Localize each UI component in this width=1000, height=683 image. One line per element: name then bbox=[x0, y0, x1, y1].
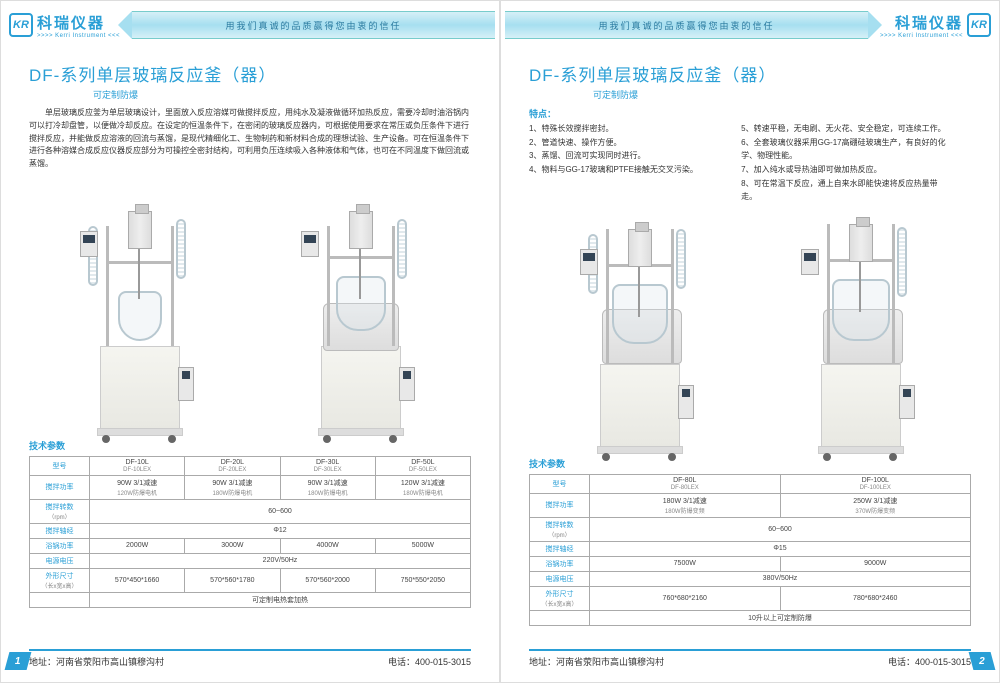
spec-heading-right: 技术参数 bbox=[529, 457, 971, 470]
spec-heading-left: 技术参数 bbox=[29, 439, 471, 452]
footer-address: 地址：河南省荥阳市高山镇穆沟村 bbox=[29, 655, 164, 668]
product-df100 bbox=[771, 209, 951, 449]
slogan-banner-right: 用我们真诚的品质赢得您由衷的信任 bbox=[505, 11, 868, 39]
page-title-left: DF-系列单层玻璃反应釜（器） bbox=[29, 61, 471, 86]
features-col-left: 1、特殊长效搅拌密封。2、管道快速、操作方便。3、蒸馏、回流可实现同时进行。4、… bbox=[529, 122, 741, 204]
feature-item: 3、蒸馏、回流可实现同时进行。 bbox=[529, 149, 741, 163]
logo-icon: KR bbox=[967, 13, 991, 37]
footer-left: 地址：河南省荥阳市高山镇穆沟村 电话：400-015-3015 bbox=[29, 649, 471, 668]
features-heading: 特点： bbox=[529, 107, 971, 122]
feature-item: 8、可在常温下反应，通上自来水即能快速将反应热量带走。 bbox=[741, 177, 953, 204]
features-block: 特点： 1、特殊长效搅拌密封。2、管道快速、操作方便。3、蒸馏、回流可实现同时进… bbox=[529, 107, 971, 204]
brand-name-cn: 科瑞仪器 bbox=[880, 12, 963, 33]
slogan-text: 用我们真诚的品质赢得您由衷的信任 bbox=[226, 19, 402, 32]
header-left: KR 科瑞仪器 >>>> Kerri Instrument <<< 用我们真诚的… bbox=[1, 1, 499, 49]
slogan-banner: 用我们真诚的品质赢得您由衷的信任 bbox=[132, 11, 495, 39]
feature-item: 4、物料与GG-17玻璃和PTFE接触无交叉污染。 bbox=[529, 163, 741, 177]
page-right: 用我们真诚的品质赢得您由衷的信任 KR 科瑞仪器 >>>> Kerri Inst… bbox=[500, 0, 1000, 683]
footer-tel: 电话：400-015-3015 bbox=[388, 655, 471, 668]
product-df10-20 bbox=[50, 191, 230, 431]
page-number-left: 1 bbox=[5, 652, 32, 670]
product-images-left bbox=[29, 181, 471, 431]
product-df80 bbox=[550, 209, 730, 449]
feature-item: 5、转速平稳，无电刷、无火花、安全稳定，可连续工作。 bbox=[741, 122, 953, 136]
footer-tel: 电话：400-015-3015 bbox=[888, 655, 971, 668]
page-left: KR 科瑞仪器 >>>> Kerri Instrument <<< 用我们真诚的… bbox=[0, 0, 500, 683]
brand-name-en: >>>> Kerri Instrument <<< bbox=[880, 33, 963, 39]
feature-item: 2、管道快速、操作方便。 bbox=[529, 136, 741, 150]
header-right: 用我们真诚的品质赢得您由衷的信任 KR 科瑞仪器 >>>> Kerri Inst… bbox=[501, 1, 999, 49]
footer-address: 地址：河南省荥阳市高山镇穆沟村 bbox=[529, 655, 664, 668]
page-subtitle-left: 可定制防爆 bbox=[93, 88, 471, 101]
features-col-right: 5、转速平稳，无电刷、无火花、安全稳定，可连续工作。6、全套玻璃仪器采用GG-1… bbox=[741, 122, 953, 204]
brand-name-cn: 科瑞仪器 bbox=[37, 12, 120, 33]
feature-item: 1、特殊长效搅拌密封。 bbox=[529, 122, 741, 136]
brand-name-en: >>>> Kerri Instrument <<< bbox=[37, 33, 120, 39]
product-description: 单层玻璃反应釜为单层玻璃设计，里面放入反应溶媒可做搅拌反应，用纯水及凝液做循环加… bbox=[29, 107, 471, 171]
page-number-right: 2 bbox=[969, 652, 996, 670]
catalog-spread: KR 科瑞仪器 >>>> Kerri Instrument <<< 用我们真诚的… bbox=[0, 0, 1000, 683]
page-subtitle-right: 可定制防爆 bbox=[593, 88, 971, 101]
product-images-right bbox=[529, 214, 971, 449]
spec-table-right: 型号DF-80LDF-80LEXDF-100LDF-100LEX搅拌功率180W… bbox=[529, 474, 971, 626]
footer-right: 地址：河南省荥阳市高山镇穆沟村 电话：400-015-3015 bbox=[529, 649, 971, 668]
page-title-right: DF-系列单层玻璃反应釜（器） bbox=[529, 61, 971, 86]
brand-logo-right: KR 科瑞仪器 >>>> Kerri Instrument <<< bbox=[872, 12, 999, 39]
product-df30-50 bbox=[271, 191, 451, 431]
feature-item: 7、加入纯水或导热油即可做加热反应。 bbox=[741, 163, 953, 177]
spec-table-left: 型号DF-10LDF-10LEXDF-20LDF-20LEXDF-30LDF-3… bbox=[29, 456, 471, 608]
brand-logo-left: KR 科瑞仪器 >>>> Kerri Instrument <<< bbox=[1, 12, 128, 39]
logo-icon: KR bbox=[9, 13, 33, 37]
slogan-text-right: 用我们真诚的品质赢得您由衷的信任 bbox=[598, 19, 774, 32]
feature-item: 6、全套玻璃仪器采用GG-17高硼硅玻璃生产，有良好的化学、物理性能。 bbox=[741, 136, 953, 163]
